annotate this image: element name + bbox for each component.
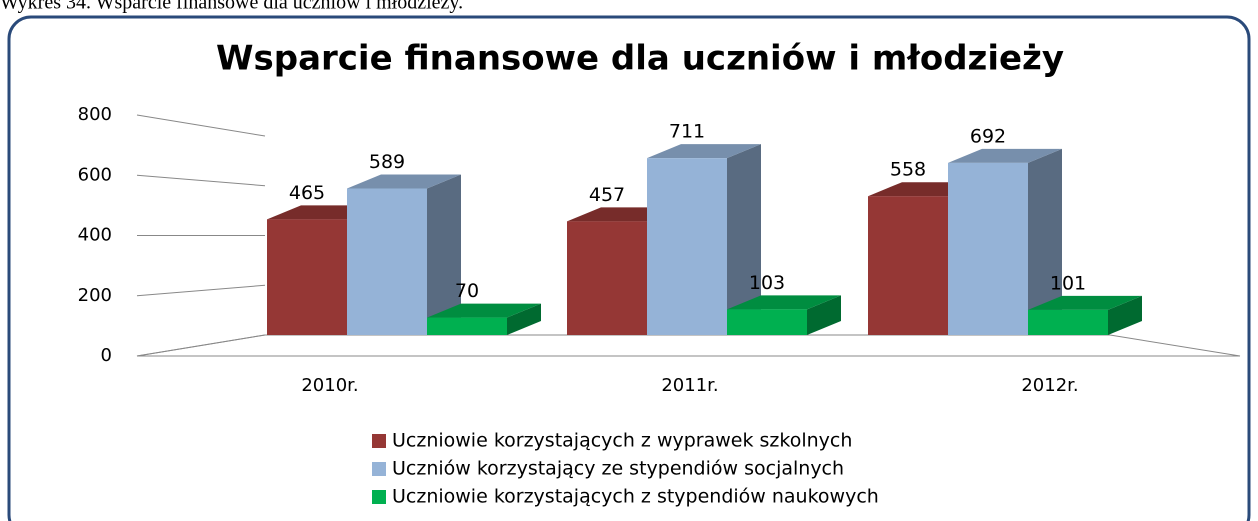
bar-side — [1028, 148, 1062, 335]
bar — [868, 196, 948, 335]
data-label: 589 — [369, 151, 405, 173]
data-label: 692 — [970, 125, 1006, 147]
bar-top — [1028, 295, 1142, 310]
bar-side — [1108, 295, 1142, 335]
bar — [727, 309, 807, 335]
grid-line — [136, 174, 266, 187]
grid-line — [136, 114, 266, 137]
caption: Wykres 34. Wsparcie finansowe dla ucznió… — [0, 0, 463, 14]
bar — [647, 158, 727, 335]
legend-swatch — [372, 490, 386, 504]
bar-top — [427, 303, 541, 318]
x-tick-label: 2012r. — [1021, 375, 1078, 396]
bar — [347, 188, 427, 335]
bar — [267, 219, 347, 335]
bar-side — [807, 295, 841, 335]
bar-side — [727, 144, 761, 335]
data-label: 711 — [669, 121, 705, 143]
x-tick-label: 2011r. — [661, 375, 718, 396]
legend-swatch — [372, 434, 386, 448]
bar — [427, 317, 507, 335]
bar-top — [647, 144, 761, 159]
bar-side — [507, 303, 541, 335]
floor — [136, 334, 1241, 357]
data-label: 101 — [1050, 272, 1086, 294]
y-tick-label: 400 — [78, 225, 112, 246]
bar — [567, 221, 647, 335]
legend-label: Uczniów korzystający ze stypendiów socja… — [392, 458, 844, 480]
bar-side — [427, 174, 461, 335]
data-label: 558 — [890, 159, 926, 181]
x-tick-label: 2010r. — [301, 375, 358, 396]
bar — [1028, 309, 1108, 335]
legend-label: Uczniowie korzystających z stypendiów na… — [392, 486, 879, 508]
data-label: 457 — [589, 184, 625, 206]
grid-line — [136, 334, 266, 357]
legend-label: Uczniowie korzystających z wyprawek szko… — [392, 430, 852, 452]
bar-top — [948, 148, 1062, 163]
bar-top — [347, 174, 461, 189]
y-tick-label: 0 — [101, 345, 112, 366]
grid-line — [136, 284, 266, 297]
y-tick-label: 600 — [78, 164, 112, 185]
legend-swatch — [372, 462, 386, 476]
y-tick-label: 200 — [78, 285, 112, 306]
bar — [948, 162, 1028, 335]
y-tick-label: 800 — [78, 104, 112, 125]
data-label: 70 — [455, 280, 479, 302]
data-label: 103 — [749, 272, 785, 294]
data-label: 465 — [289, 182, 325, 204]
bar-top — [727, 295, 841, 310]
chart-title: Wsparcie finansowe dla uczniów i młodzie… — [216, 39, 1064, 79]
